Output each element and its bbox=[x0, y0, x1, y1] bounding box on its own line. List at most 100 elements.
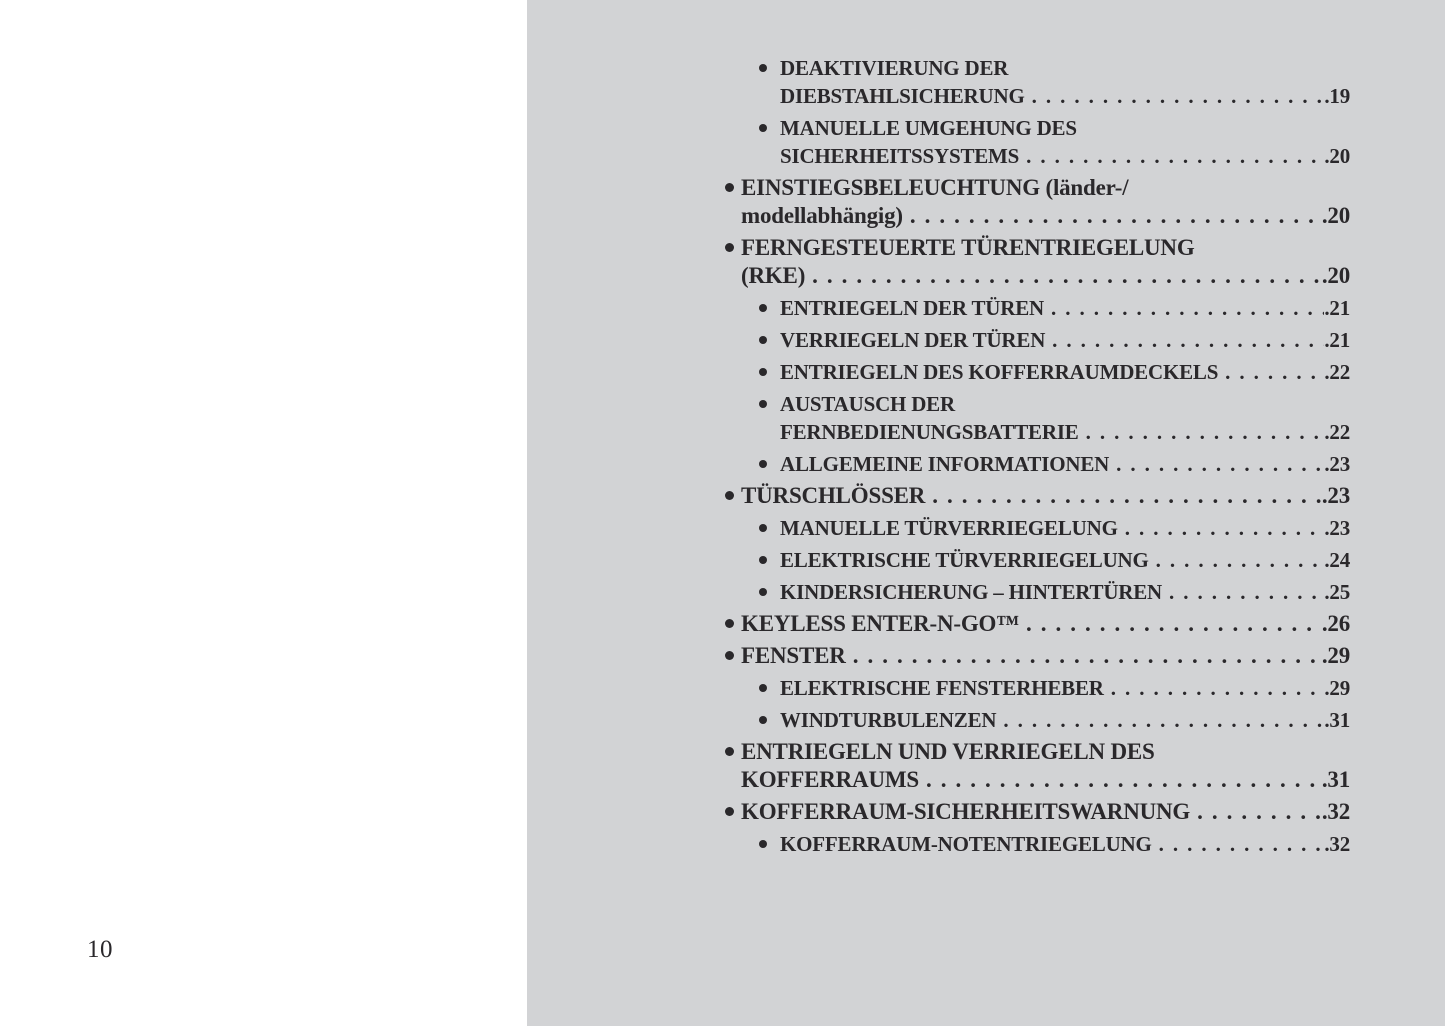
toc-line: DEAKTIVIERUNG DER bbox=[780, 54, 1350, 82]
toc-page-ref: 31 bbox=[1322, 766, 1350, 794]
toc-entry: WINDTURBULENZEN 31 bbox=[725, 706, 1350, 734]
dot-leader bbox=[853, 642, 1322, 670]
dot-leader bbox=[1026, 610, 1322, 638]
dot-leader bbox=[1169, 578, 1324, 606]
toc-page-ref: 22 bbox=[1324, 358, 1350, 386]
toc-line: modellabhängig) 20 bbox=[741, 202, 1350, 230]
bullet-icon bbox=[725, 651, 734, 660]
toc-entry-title: ENTRIEGELN DES KOFFERRAUMDECKELS bbox=[780, 360, 1219, 384]
page-number: 10 bbox=[87, 936, 113, 963]
toc-entry-title: MANUELLE UMGEHUNG DES bbox=[780, 116, 1077, 140]
toc-line: ELEKTRISCHE TÜRVERRIEGELUNG 24 bbox=[780, 546, 1350, 574]
toc-line: ENTRIEGELN DES KOFFERRAUMDECKELS 22 bbox=[780, 358, 1350, 386]
toc-entry-title: FENSTER bbox=[741, 643, 846, 668]
bullet-icon bbox=[759, 716, 767, 724]
toc-entry-lines: MANUELLE TÜRVERRIEGELUNG 23 bbox=[725, 514, 1350, 542]
toc-entry: KOFFERRAUM-NOTENTRIEGELUNG 32 bbox=[725, 830, 1350, 858]
bullet-icon bbox=[725, 619, 734, 628]
toc-line: VERRIEGELN DER TÜREN 21 bbox=[780, 326, 1350, 354]
toc-entry-title: KOFFERRAUM-SICHERHEITSWARNUNG bbox=[741, 799, 1191, 824]
toc-line: EINSTIEGSBELEUCHTUNG (länder-/ bbox=[741, 174, 1350, 202]
bullet-icon bbox=[759, 524, 767, 532]
toc-page-ref: 32 bbox=[1322, 798, 1350, 826]
toc-entry: MANUELLE UMGEHUNG DES SICHERHEITSSYSTEMS 2… bbox=[725, 114, 1350, 170]
toc-entry: VERRIEGELN DER TÜREN 21 bbox=[725, 326, 1350, 354]
toc-entry-lines: EINSTIEGSBELEUCHTUNG (länder-/modellabhä… bbox=[725, 174, 1350, 230]
toc-line: (RKE) 20 bbox=[741, 262, 1350, 290]
toc-entry-title: KEYLESS ENTER-N-GO™ bbox=[741, 611, 1020, 636]
bullet-icon bbox=[759, 400, 767, 408]
toc-page-ref: 25 bbox=[1324, 578, 1350, 606]
toc-entry-title: FERNBEDIENUNGSBATTERIE bbox=[780, 420, 1079, 444]
toc-line: KOFFERRAUM-NOTENTRIEGELUNG 32 bbox=[780, 830, 1350, 858]
toc-line: MANUELLE UMGEHUNG DES bbox=[780, 114, 1350, 142]
toc-page-ref: 23 bbox=[1324, 450, 1350, 478]
toc-entry-title: WINDTURBULENZEN bbox=[780, 708, 997, 732]
toc-entry-lines: ELEKTRISCHE TÜRVERRIEGELUNG 24 bbox=[725, 546, 1350, 574]
toc-line: AUSTAUSCH DER bbox=[780, 390, 1350, 418]
dot-leader bbox=[1111, 674, 1325, 702]
dot-leader bbox=[926, 766, 1322, 794]
toc-entry: ALLGEMEINE INFORMATIONEN 23 bbox=[725, 450, 1350, 478]
dot-leader bbox=[1116, 450, 1324, 478]
toc-entry-title: KINDERSICHERUNG – HINTERTÜREN bbox=[780, 580, 1163, 604]
toc-entry: MANUELLE TÜRVERRIEGELUNG 23 bbox=[725, 514, 1350, 542]
bullet-icon bbox=[759, 64, 767, 72]
toc-entry: DEAKTIVIERUNG DER DIEBSTAHLSICHERUNG 19 bbox=[725, 54, 1350, 110]
toc-list: DEAKTIVIERUNG DER DIEBSTAHLSICHERUNG 19 MA… bbox=[725, 54, 1350, 862]
bullet-icon bbox=[759, 840, 767, 848]
toc-entry-title: ENTRIEGELN UND VERRIEGELN DES bbox=[741, 739, 1155, 764]
toc-line: KOFFERRAUMS 31 bbox=[741, 766, 1350, 794]
toc-entry: KINDERSICHERUNG – HINTERTÜREN 25 bbox=[725, 578, 1350, 606]
toc-entry: ELEKTRISCHE FENSTERHEBER 29 bbox=[725, 674, 1350, 702]
toc-line: KOFFERRAUM-SICHERHEITSWARNUNG 32 bbox=[741, 798, 1350, 826]
dot-leader bbox=[1003, 706, 1324, 734]
toc-entry-title: modellabhängig) bbox=[741, 203, 903, 228]
bullet-icon bbox=[759, 556, 767, 564]
toc-entry-lines: FERNGESTEUERTE TÜRENTRIEGELUNG (RKE) 20 bbox=[725, 234, 1350, 290]
toc-entry-title: DEAKTIVIERUNG DER bbox=[780, 56, 1009, 80]
toc-entry: ENTRIEGELN DER TÜREN 21 bbox=[725, 294, 1350, 322]
bullet-icon bbox=[725, 491, 734, 500]
dot-leader bbox=[1026, 142, 1324, 170]
dot-leader bbox=[1086, 418, 1325, 446]
bullet-icon bbox=[725, 183, 734, 192]
toc-entry-title: AUSTAUSCH DER bbox=[780, 392, 955, 416]
toc-entry: ENTRIEGELN UND VERRIEGELN DES KOFFERRAUMS… bbox=[725, 738, 1350, 794]
toc-line: DIEBSTAHLSICHERUNG 19 bbox=[780, 82, 1350, 110]
toc-page-ref: 23 bbox=[1324, 514, 1350, 542]
toc-entry: ELEKTRISCHE TÜRVERRIEGELUNG 24 bbox=[725, 546, 1350, 574]
toc-entry-lines: KOFFERRAUM-SICHERHEITSWARNUNG 32 bbox=[725, 798, 1350, 826]
dot-leader bbox=[1156, 546, 1325, 574]
toc-entry: FERNGESTEUERTE TÜRENTRIEGELUNG (RKE) 20 bbox=[725, 234, 1350, 290]
toc-entry-lines: KINDERSICHERUNG – HINTERTÜREN 25 bbox=[725, 578, 1350, 606]
toc-page-ref: 20 bbox=[1322, 202, 1350, 230]
dot-leader bbox=[932, 482, 1322, 510]
bullet-icon bbox=[759, 124, 767, 132]
toc-entry-title: ELEKTRISCHE TÜRVERRIEGELUNG bbox=[780, 548, 1149, 572]
dot-leader bbox=[1125, 514, 1325, 542]
toc-entry: TÜRSCHLÖSSER 23 bbox=[725, 482, 1350, 510]
toc-line: KINDERSICHERUNG – HINTERTÜREN 25 bbox=[780, 578, 1350, 606]
dot-leader bbox=[1225, 358, 1324, 386]
dot-leader bbox=[1051, 294, 1324, 322]
toc-entry-title: ELEKTRISCHE FENSTERHEBER bbox=[780, 676, 1104, 700]
toc-page-ref: 29 bbox=[1322, 642, 1350, 670]
toc-entry-lines: VERRIEGELN DER TÜREN 21 bbox=[725, 326, 1350, 354]
toc-line: ENTRIEGELN DER TÜREN 21 bbox=[780, 294, 1350, 322]
toc-line: ELEKTRISCHE FENSTERHEBER 29 bbox=[780, 674, 1350, 702]
toc-entry-lines: DEAKTIVIERUNG DER DIEBSTAHLSICHERUNG 19 bbox=[725, 54, 1350, 110]
toc-entry-lines: TÜRSCHLÖSSER 23 bbox=[725, 482, 1350, 510]
toc-entry-lines: ENTRIEGELN UND VERRIEGELN DES KOFFERRAUMS… bbox=[725, 738, 1350, 794]
bullet-icon bbox=[759, 336, 767, 344]
toc-line: KEYLESS ENTER-N-GO™ 26 bbox=[741, 610, 1350, 638]
dot-leader bbox=[910, 202, 1322, 230]
toc-line: ENTRIEGELN UND VERRIEGELN DES bbox=[741, 738, 1350, 766]
toc-page-ref: 32 bbox=[1324, 830, 1350, 858]
bullet-icon bbox=[759, 684, 767, 692]
bullet-icon bbox=[725, 747, 734, 756]
toc-entry-lines: FENSTER 29 bbox=[725, 642, 1350, 670]
toc-entry: KEYLESS ENTER-N-GO™ 26 bbox=[725, 610, 1350, 638]
toc-line: FERNGESTEUERTE TÜRENTRIEGELUNG bbox=[741, 234, 1350, 262]
toc-entry-title: TÜRSCHLÖSSER bbox=[741, 483, 926, 508]
